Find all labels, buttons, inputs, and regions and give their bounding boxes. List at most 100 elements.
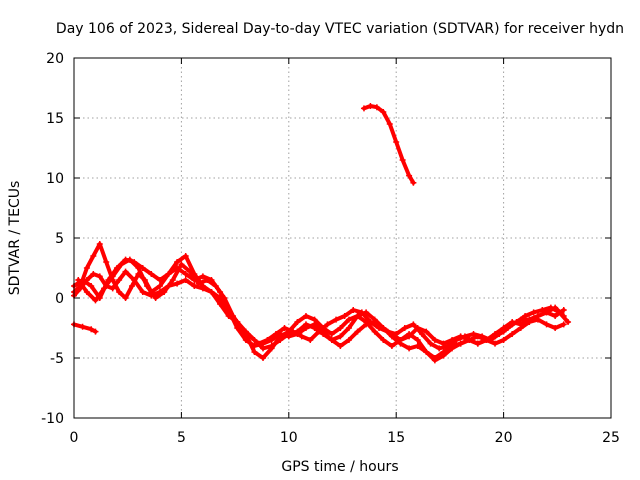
data-point — [90, 253, 97, 259]
data-point — [345, 316, 352, 323]
data-point — [565, 319, 572, 325]
data-point — [83, 277, 90, 283]
data-point — [328, 331, 335, 337]
data-point — [165, 271, 172, 277]
data-point — [182, 253, 189, 259]
data-point — [277, 333, 284, 340]
data-point — [152, 295, 159, 301]
data-point — [281, 325, 288, 331]
data-point — [238, 325, 245, 331]
data-point — [406, 345, 413, 352]
data-point — [294, 319, 301, 325]
grid — [74, 58, 611, 418]
data-point — [315, 328, 322, 335]
data-point — [423, 349, 430, 355]
data-point — [92, 328, 99, 335]
data-point — [337, 343, 344, 349]
data-point — [191, 283, 198, 289]
chart-title: Day 106 of 2023, Sidereal Day-to-day VTE… — [56, 21, 624, 37]
data-point — [401, 325, 408, 331]
data-point — [410, 179, 417, 186]
data-point — [92, 297, 99, 304]
data-point — [272, 331, 279, 337]
data-point — [328, 337, 335, 343]
y-axis-label: SDTVAR / TECUs — [7, 181, 23, 296]
data-point — [367, 103, 374, 109]
data-point — [393, 139, 400, 145]
data-point — [547, 304, 554, 311]
data-point — [560, 307, 567, 313]
data-point — [418, 331, 425, 337]
data-point — [251, 349, 258, 355]
data-point — [414, 337, 421, 343]
data-point — [101, 285, 108, 292]
x-axis-label: GPS time / hours — [281, 459, 398, 475]
data-point — [255, 340, 262, 347]
data-point — [161, 289, 168, 295]
data-point — [122, 295, 129, 301]
data-point — [470, 331, 477, 337]
data-point — [552, 325, 559, 331]
data-point — [427, 340, 434, 347]
data-point — [96, 241, 103, 247]
data-point — [556, 309, 563, 316]
data-point — [350, 307, 357, 313]
data-point — [371, 328, 378, 335]
data-point — [311, 325, 318, 331]
data-point — [337, 325, 344, 331]
data-point — [376, 325, 383, 331]
data-point — [290, 328, 297, 335]
data-point — [229, 313, 236, 319]
data-point — [513, 319, 520, 325]
data-point — [492, 340, 499, 347]
data-point — [457, 340, 464, 347]
data-point — [109, 285, 116, 292]
data-point — [479, 333, 486, 340]
series-line-early-segment — [72, 322, 98, 334]
data-point — [139, 289, 146, 295]
y-tick-label: 10 — [46, 171, 64, 187]
y-tick-label: -5 — [50, 351, 64, 367]
series-line-track-d — [76, 257, 570, 351]
data-point — [453, 337, 460, 343]
x-tick-label: 0 — [70, 430, 79, 446]
y-tick-label: 20 — [46, 51, 64, 67]
data-point — [109, 273, 116, 280]
data-point — [406, 331, 413, 337]
data-point — [169, 277, 176, 283]
data-point — [204, 277, 211, 283]
data-point — [324, 321, 331, 328]
data-point — [367, 319, 374, 325]
data-point — [144, 283, 151, 289]
data-point — [380, 337, 387, 343]
data-point — [88, 283, 95, 289]
data-point — [373, 104, 380, 111]
data-point — [118, 261, 125, 268]
data-point — [320, 331, 327, 337]
data-point — [517, 325, 524, 331]
data-point — [410, 321, 417, 328]
data-point — [399, 157, 406, 163]
data-point — [178, 261, 185, 268]
data-point — [96, 273, 103, 280]
data-point — [156, 283, 163, 289]
data-point — [543, 321, 550, 328]
data-point — [264, 337, 271, 343]
series — [71, 103, 572, 364]
data-point — [302, 321, 309, 328]
data-point — [436, 345, 443, 352]
data-point — [311, 316, 318, 323]
data-point — [298, 333, 305, 340]
data-point — [174, 280, 181, 287]
data-point — [307, 337, 314, 343]
data-point — [212, 283, 219, 289]
data-point — [539, 307, 546, 313]
data-point — [208, 289, 215, 295]
x-tick-label: 5 — [177, 430, 186, 446]
y-tick-label: 0 — [55, 291, 64, 307]
data-point — [474, 340, 481, 347]
data-point — [199, 285, 206, 292]
data-point — [221, 295, 228, 301]
data-point — [341, 313, 348, 319]
data-point — [345, 337, 352, 343]
